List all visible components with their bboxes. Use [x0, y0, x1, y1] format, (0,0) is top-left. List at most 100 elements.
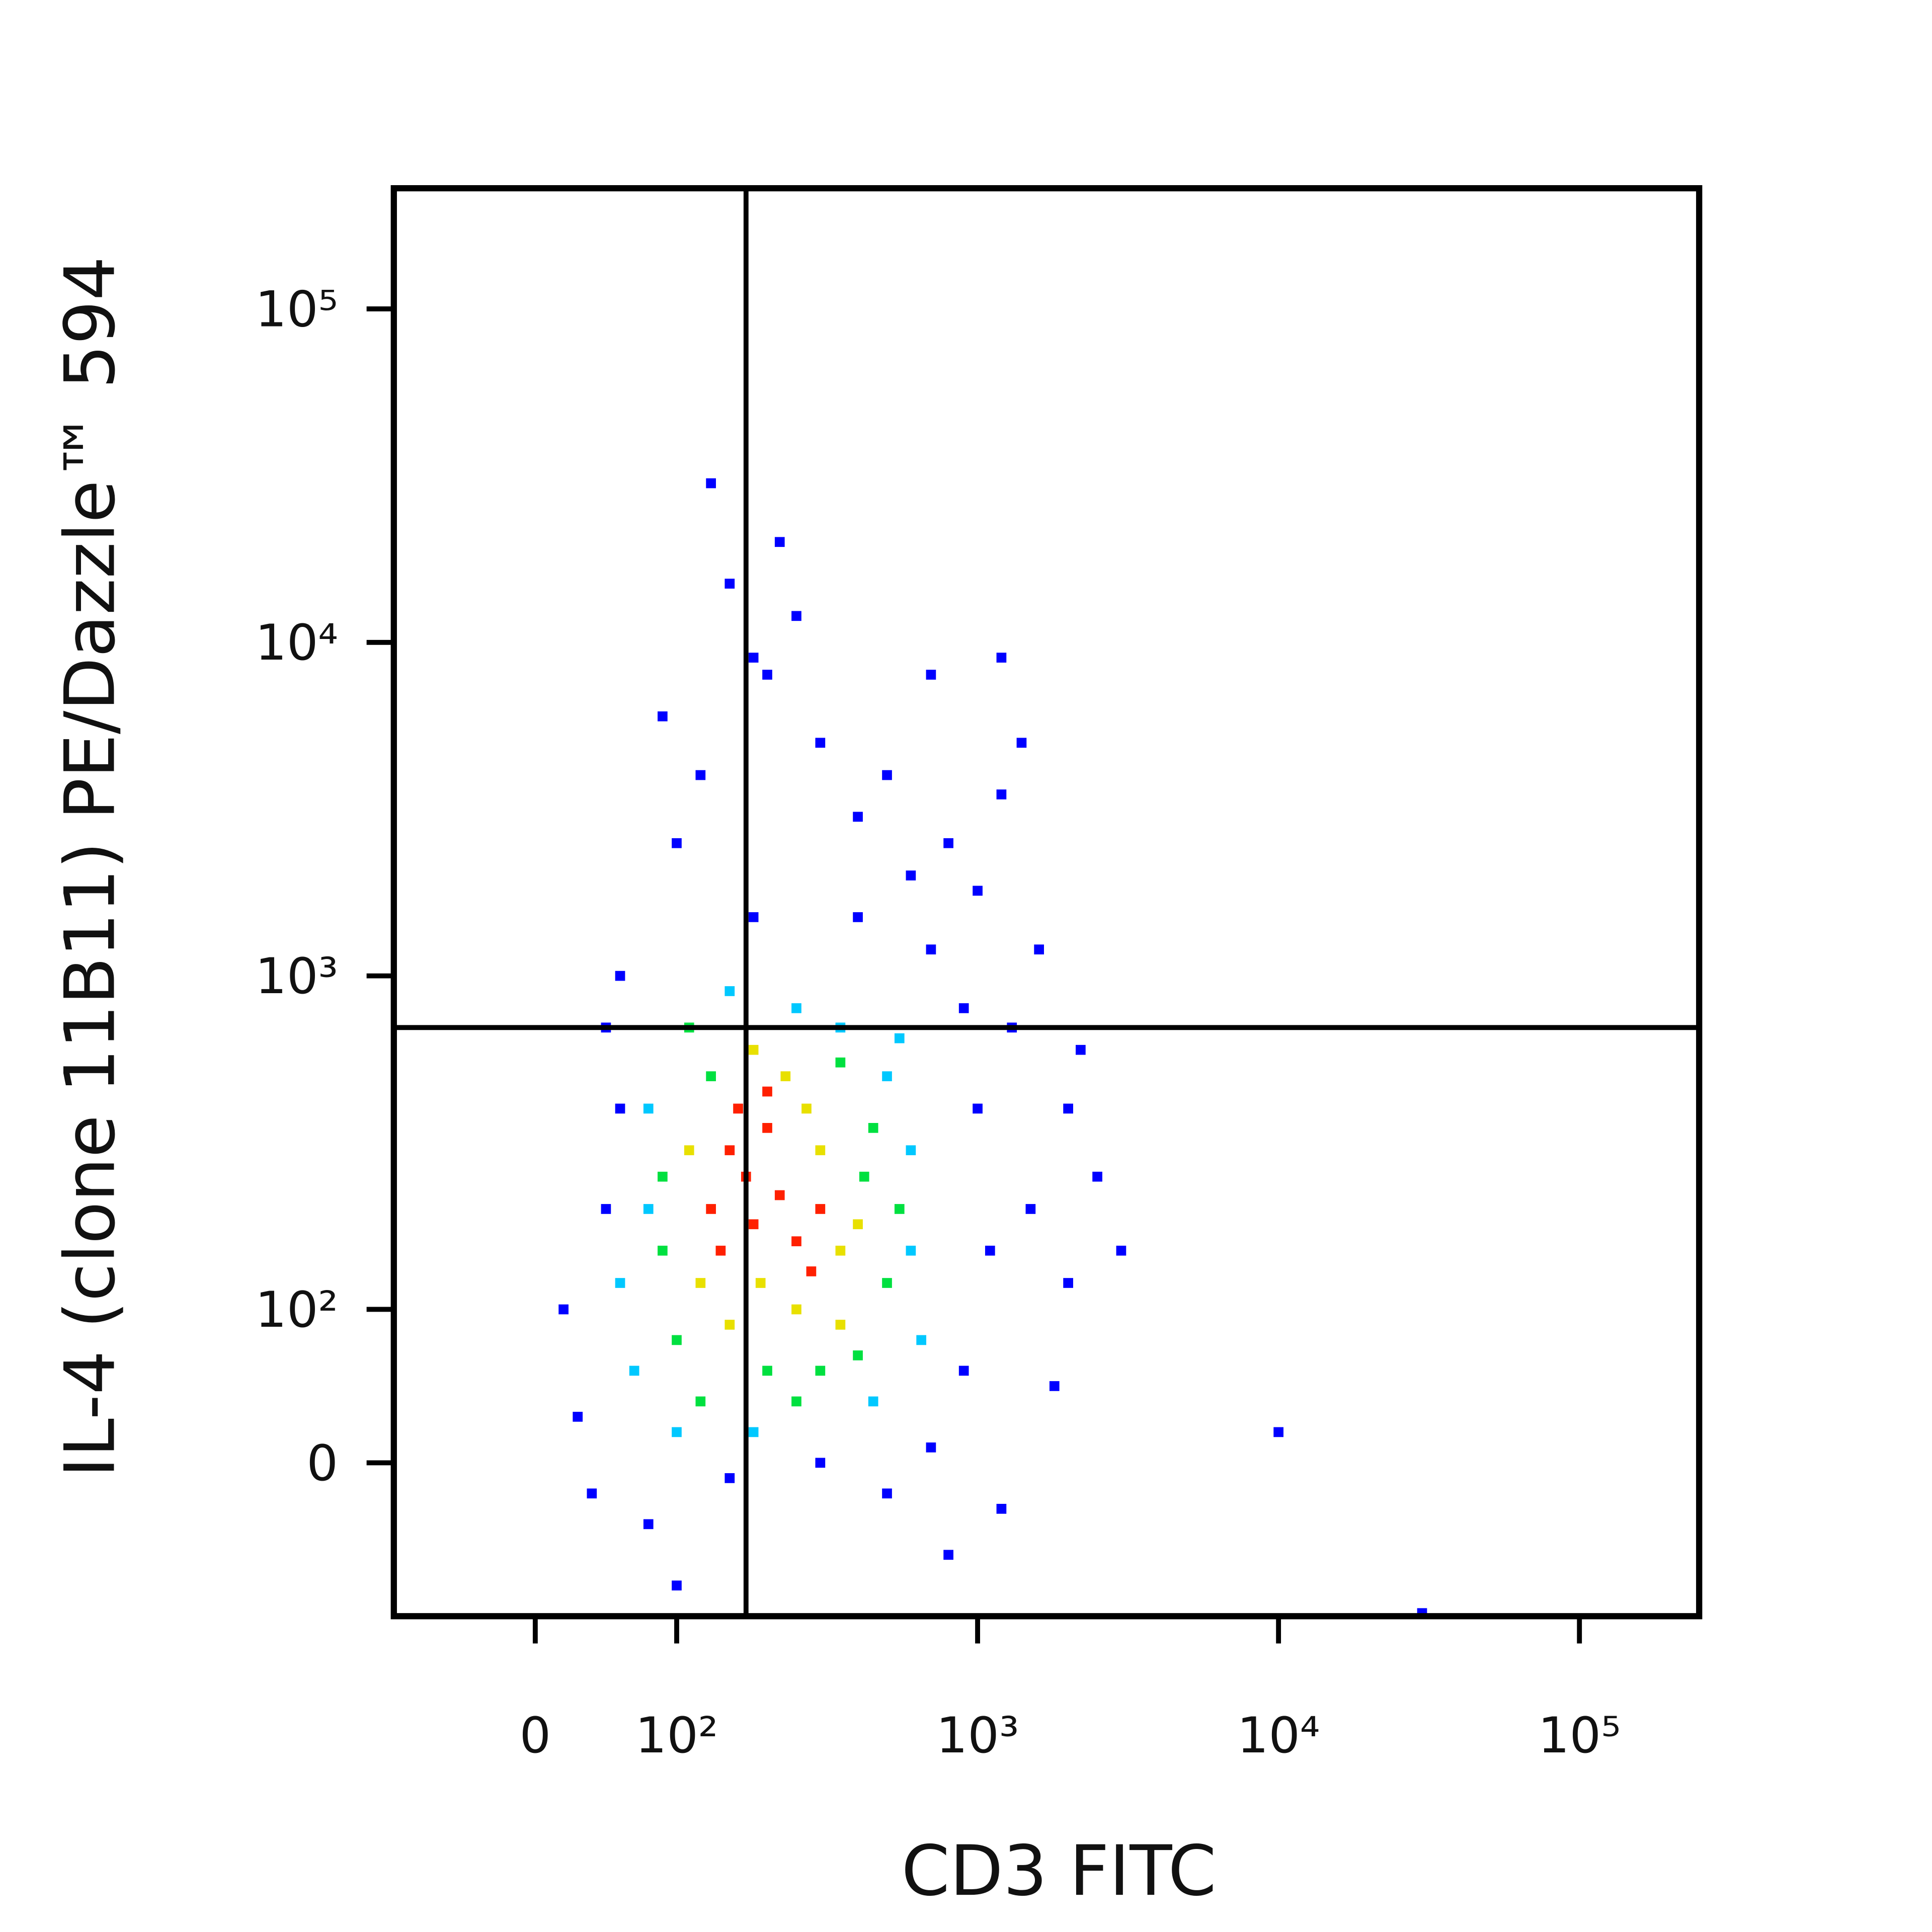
x-tick-label: 10² [635, 1707, 718, 1764]
event-dot [658, 1245, 668, 1256]
event-dot [985, 1245, 995, 1256]
event-dot [1049, 1381, 1060, 1391]
event-dot [835, 1320, 846, 1330]
event-dot [733, 1103, 743, 1114]
x-tick-label: 10⁵ [1538, 1707, 1621, 1764]
plot-frame [390, 185, 1703, 1620]
event-dot [762, 670, 772, 680]
event-dot [1116, 1245, 1126, 1256]
event-dot [806, 1266, 817, 1276]
event-dot [853, 1350, 863, 1360]
event-dot [587, 1488, 597, 1499]
event-dot [958, 1003, 969, 1013]
x-tick-label: 0 [520, 1707, 551, 1764]
event-dot [868, 1123, 878, 1133]
event-dot [762, 1365, 772, 1376]
event-dot [1273, 1427, 1283, 1437]
event-dot [748, 1044, 759, 1055]
event-dot [906, 1145, 916, 1156]
event-dot [774, 1190, 785, 1200]
event-dot [882, 1488, 892, 1499]
event-dot [835, 1245, 846, 1256]
event-dot [882, 770, 892, 780]
event-dot [695, 1396, 706, 1407]
event-dot [859, 1171, 869, 1182]
event-dot [791, 1003, 801, 1013]
event-dot [748, 1219, 759, 1230]
event-dot [615, 971, 625, 981]
event-dot [1063, 1103, 1073, 1114]
event-dot [672, 1335, 682, 1345]
event-dot [748, 1427, 759, 1437]
event-dot [695, 770, 706, 780]
event-dot [658, 711, 668, 721]
event-dot [926, 670, 936, 680]
event-dot [780, 1071, 791, 1082]
event-dot [815, 1458, 826, 1468]
y-axis-title: IL-4 (clone 11B11) PE/Dazzle™ 594 [49, 257, 130, 1478]
y-tick-label: 10³ [255, 948, 338, 1005]
event-dot [558, 1304, 569, 1315]
event-dot [943, 838, 953, 848]
event-dot [894, 1033, 905, 1043]
x-axis-title: CD3 FITC [902, 1830, 1217, 1911]
event-dot [706, 1204, 716, 1214]
event-dot [725, 1473, 735, 1483]
event-dot [615, 1278, 625, 1288]
event-dot [573, 1412, 583, 1422]
event-dot [996, 789, 1007, 799]
event-dot [684, 1145, 694, 1156]
event-dot [815, 738, 826, 748]
event-dot [815, 1204, 826, 1214]
event-dot [755, 1278, 766, 1288]
event-dot [643, 1103, 654, 1114]
event-dot [943, 1550, 953, 1560]
event-dot [894, 1204, 905, 1214]
event-dot [715, 1245, 726, 1256]
event-dot [815, 1145, 826, 1156]
event-dot [882, 1278, 892, 1288]
event-dot [906, 870, 916, 880]
event-dot [725, 1320, 735, 1330]
event-dot [791, 611, 801, 621]
event-dot [853, 1219, 863, 1230]
event-dot [853, 912, 863, 922]
event-dot [706, 1071, 716, 1082]
event-dot [815, 1365, 826, 1376]
event-dot [835, 1057, 846, 1068]
event-dot [725, 1145, 735, 1156]
event-dot [748, 653, 759, 663]
x-tick-label: 10⁴ [1237, 1707, 1320, 1764]
event-dot [774, 537, 785, 547]
event-dot [916, 1335, 927, 1345]
event-dot [853, 812, 863, 822]
y-tick-label: 10⁴ [255, 614, 338, 672]
event-dot [1092, 1171, 1102, 1182]
y-tick-label: 10⁵ [255, 281, 338, 338]
event-dot [926, 944, 936, 954]
event-dot [791, 1304, 801, 1315]
event-dot [791, 1236, 801, 1247]
event-dot [672, 1427, 682, 1437]
y-tick-label: 0 [306, 1435, 338, 1492]
event-dot [973, 1103, 983, 1114]
event-dot [762, 1123, 772, 1133]
event-dot [906, 1245, 916, 1256]
event-dot [926, 1442, 936, 1453]
event-dot [706, 478, 716, 489]
event-dot [762, 1086, 772, 1097]
event-dot [996, 653, 1007, 663]
event-dot [1025, 1204, 1036, 1214]
event-dot [958, 1365, 969, 1376]
event-dot [601, 1204, 611, 1214]
event-dot [973, 886, 983, 896]
event-dot [615, 1103, 625, 1114]
event-dot [868, 1396, 878, 1407]
x-tick-label: 10³ [936, 1707, 1019, 1764]
event-dot [672, 1580, 682, 1591]
event-dot [725, 986, 735, 996]
event-dot [629, 1365, 639, 1376]
event-dot [672, 838, 682, 848]
